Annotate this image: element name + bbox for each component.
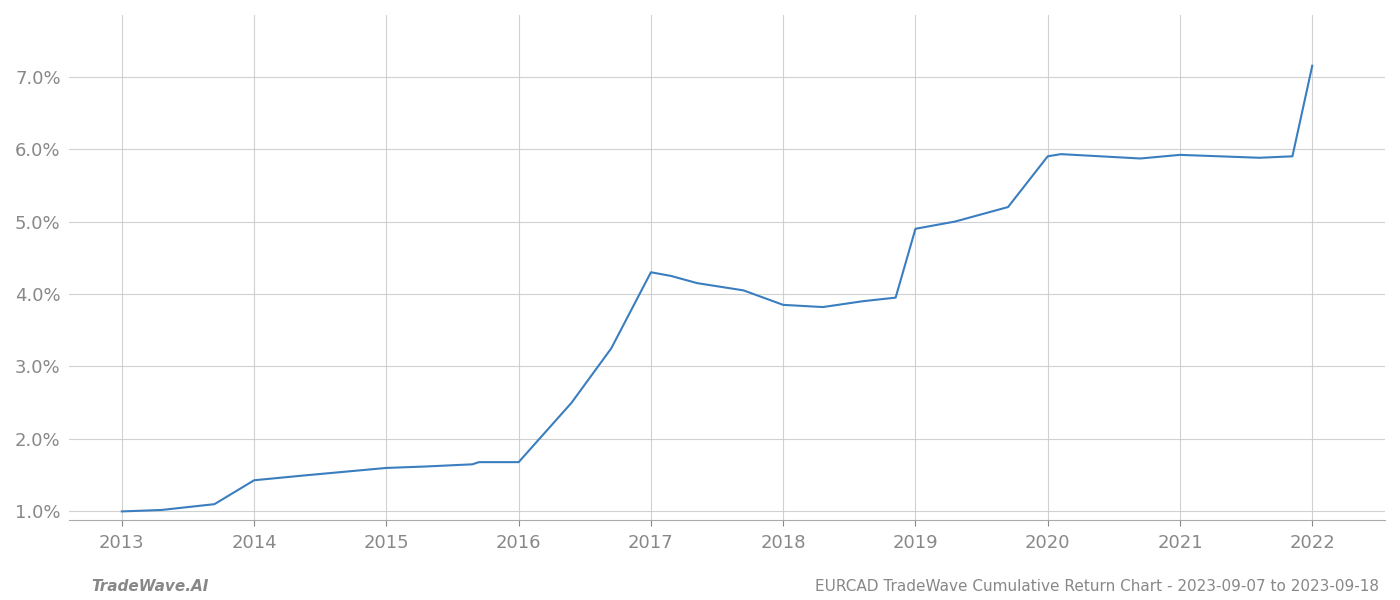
Text: TradeWave.AI: TradeWave.AI	[91, 579, 209, 594]
Text: EURCAD TradeWave Cumulative Return Chart - 2023-09-07 to 2023-09-18: EURCAD TradeWave Cumulative Return Chart…	[815, 579, 1379, 594]
